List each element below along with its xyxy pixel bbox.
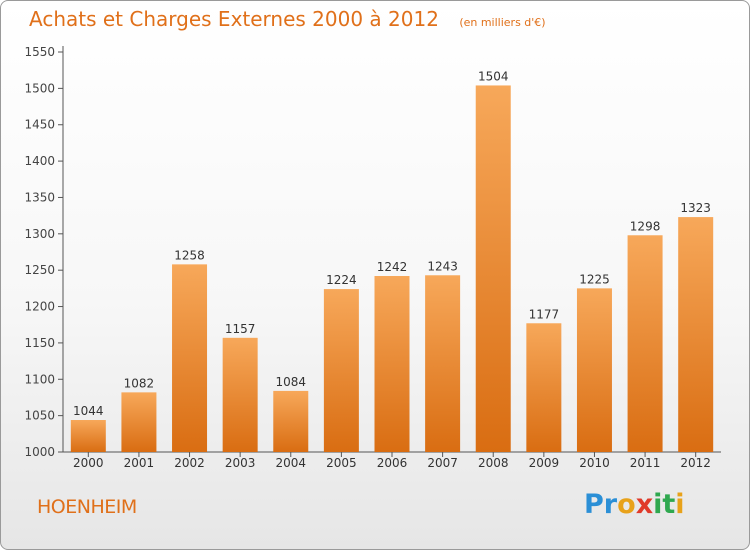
town-name: HOENHEIM [37, 496, 137, 518]
bars: 1044 1082 1258 1157 1084 1224 1242 1243 1504 1177… [70, 69, 714, 453]
data-label: 1323 [680, 201, 711, 215]
x-tick-label: 2003 [225, 456, 256, 470]
data-label: 1084 [275, 375, 306, 389]
x-tick-label: 2011 [630, 456, 661, 470]
data-label: 1504 [478, 69, 509, 83]
x-tick-label: 2010 [579, 456, 610, 470]
logo-letter: x [635, 489, 654, 520]
data-label: 1298 [630, 219, 661, 233]
y-tick-label: 1000 [24, 445, 55, 459]
bar [576, 288, 612, 452]
x-tick-label: 2008 [478, 456, 509, 470]
bar [374, 276, 410, 452]
y-tick-label: 1300 [24, 227, 55, 241]
data-label: 1243 [427, 259, 458, 273]
y-tick-label: 1150 [24, 336, 55, 350]
y-tick-label: 1100 [24, 372, 55, 386]
logo-letter: o [617, 489, 636, 520]
data-label: 1225 [579, 272, 610, 286]
data-label: 1177 [529, 307, 560, 321]
data-label: 1044 [73, 404, 104, 418]
bar [172, 264, 208, 452]
bar [627, 235, 663, 452]
y-tick-label: 1250 [24, 263, 55, 277]
data-label: 1258 [174, 248, 205, 262]
y-tick-label: 1550 [24, 45, 55, 59]
data-label: 1242 [377, 260, 408, 274]
data-label: 1082 [124, 376, 155, 390]
bar [222, 337, 258, 452]
logo-letter: t [662, 489, 676, 520]
bar [121, 392, 157, 452]
x-tick-label: 2007 [427, 456, 458, 470]
y-tick-label: 1450 [24, 118, 55, 132]
chart-subtitle: (en milliers d'€) [459, 16, 546, 29]
bar [323, 289, 359, 452]
x-tick-label: 2009 [529, 456, 560, 470]
x-tick-label: 2006 [377, 456, 408, 470]
bar [475, 85, 511, 453]
chart-title-text: Achats et Charges Externes 2000 à 2012 [29, 7, 439, 31]
logo-letter: i [653, 489, 663, 520]
x-tick-label: 2000 [73, 456, 104, 470]
bar [526, 323, 562, 452]
logo-letter: P [584, 489, 604, 520]
x-tick-label: 2002 [174, 456, 205, 470]
bar [273, 390, 309, 452]
y-tick-label: 1050 [24, 409, 55, 423]
x-tick-label: 2004 [275, 456, 306, 470]
proxiti-logo: Proxiti [584, 489, 685, 520]
data-label: 1224 [326, 273, 357, 287]
y-tick-label: 1400 [24, 154, 55, 168]
x-tick-label: 2012 [680, 456, 711, 470]
y-tick-label: 1200 [24, 300, 55, 314]
y-tick-label: 1500 [24, 81, 55, 95]
bar [678, 217, 714, 452]
y-tick-label: 1350 [24, 190, 55, 204]
bar [70, 420, 106, 452]
logo-letter: i [675, 489, 685, 520]
x-tick-label: 2005 [326, 456, 357, 470]
data-label: 1157 [225, 322, 256, 336]
x-tick-label: 2001 [124, 456, 155, 470]
axes: 1000 1050 1100 1150 1200 1250 1300 1350 1400 1450… [24, 45, 721, 470]
bar [425, 275, 461, 452]
chart-title: Achats et Charges Externes 2000 à 2012 (… [29, 7, 546, 31]
logo-letter: r [603, 489, 618, 520]
